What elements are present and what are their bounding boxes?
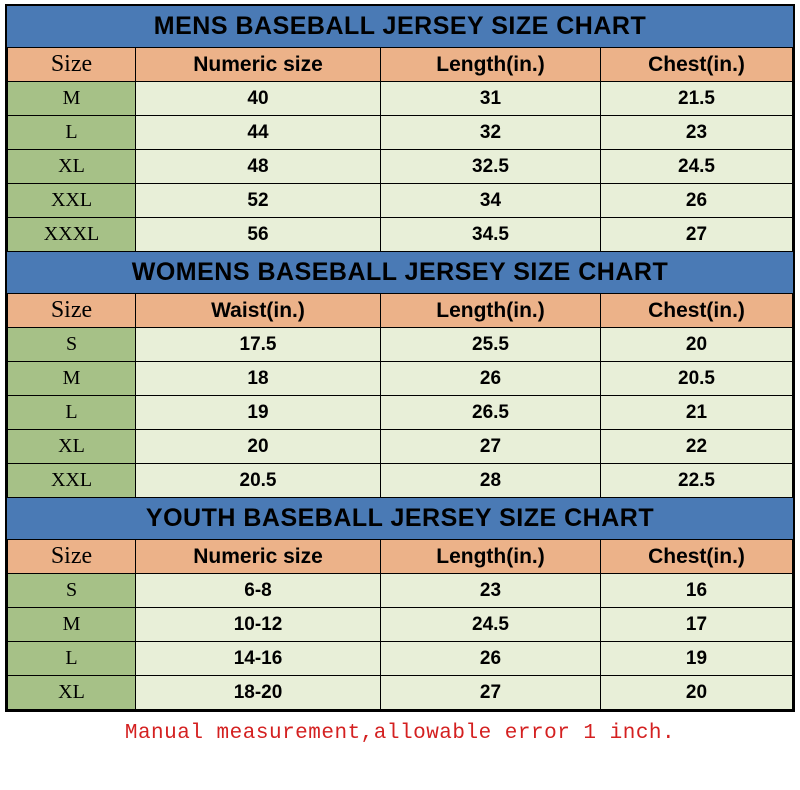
- table-row: S6-82316: [8, 574, 793, 608]
- table-row: M182620.5: [8, 362, 793, 396]
- header-numeric: Numeric size: [136, 48, 381, 82]
- table-row: S17.525.520: [8, 328, 793, 362]
- header-chest: Chest(in.): [601, 294, 793, 328]
- womens-size-table: Size Waist(in.) Length(in.) Chest(in.) S…: [7, 293, 793, 498]
- womens-header-row: Size Waist(in.) Length(in.) Chest(in.): [8, 294, 793, 328]
- header-length: Length(in.): [381, 540, 601, 574]
- youth-header-row: Size Numeric size Length(in.) Chest(in.): [8, 540, 793, 574]
- mens-size-table: Size Numeric size Length(in.) Chest(in.)…: [7, 47, 793, 252]
- table-row: XXL20.52822.5: [8, 464, 793, 498]
- womens-chart-title: WOMENS BASEBALL JERSEY SIZE CHART: [7, 252, 793, 293]
- header-size: Size: [8, 540, 136, 574]
- youth-chart-title: YOUTH BASEBALL JERSEY SIZE CHART: [7, 498, 793, 539]
- header-length: Length(in.): [381, 48, 601, 82]
- youth-size-table: Size Numeric size Length(in.) Chest(in.)…: [7, 539, 793, 710]
- table-row: XXXL5634.527: [8, 218, 793, 252]
- header-chest: Chest(in.): [601, 48, 793, 82]
- header-numeric: Numeric size: [136, 540, 381, 574]
- header-size: Size: [8, 294, 136, 328]
- mens-chart-title: MENS BASEBALL JERSEY SIZE CHART: [7, 6, 793, 47]
- header-waist: Waist(in.): [136, 294, 381, 328]
- size-chart-container: MENS BASEBALL JERSEY SIZE CHART Size Num…: [5, 4, 795, 712]
- mens-header-row: Size Numeric size Length(in.) Chest(in.): [8, 48, 793, 82]
- header-length: Length(in.): [381, 294, 601, 328]
- table-row: L1926.521: [8, 396, 793, 430]
- table-row: M10-1224.517: [8, 608, 793, 642]
- table-row: XL18-202720: [8, 676, 793, 710]
- table-row: L14-162619: [8, 642, 793, 676]
- header-chest: Chest(in.): [601, 540, 793, 574]
- measurement-note: Manual measurement,allowable error 1 inc…: [0, 712, 800, 759]
- table-row: XXL523426: [8, 184, 793, 218]
- table-row: XL4832.524.5: [8, 150, 793, 184]
- table-row: M403121.5: [8, 82, 793, 116]
- header-size: Size: [8, 48, 136, 82]
- table-row: XL202722: [8, 430, 793, 464]
- table-row: L443223: [8, 116, 793, 150]
